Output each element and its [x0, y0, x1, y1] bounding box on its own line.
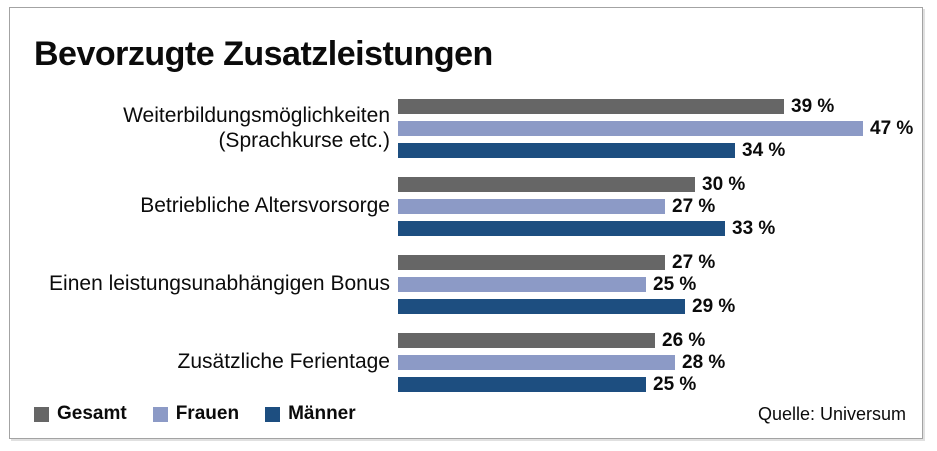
bar-gesamt	[398, 255, 665, 270]
bar-row: 27 %	[398, 196, 922, 217]
bar-maenner	[398, 143, 735, 158]
category-label-line: Zusätzliche Ferientage	[177, 350, 390, 374]
legend-item-gesamt: Gesamt	[34, 403, 127, 425]
bar-stack: 39 % 47 % 34 %	[398, 96, 922, 161]
bar-row: 27 %	[398, 252, 922, 273]
bar-row: 39 %	[398, 96, 922, 117]
bar-row: 25 %	[398, 374, 922, 395]
value-label: 27 %	[672, 251, 716, 273]
bar-group: Betriebliche Altersvorsorge 30 % 27 % 33 %	[10, 174, 922, 239]
bar-gesamt	[398, 177, 695, 192]
bar-gesamt	[398, 99, 784, 114]
value-label: 25 %	[653, 273, 697, 295]
bar-stack: 26 % 28 % 25 %	[398, 330, 922, 395]
bar-row: 33 %	[398, 218, 922, 239]
value-label: 27 %	[672, 195, 716, 217]
bar-maenner	[398, 221, 725, 236]
category-label: Einen leistungsunabhängigen Bonus	[10, 272, 398, 297]
bar-row: 47 %	[398, 118, 922, 139]
value-label: 26 %	[662, 329, 706, 351]
bar-group: Zusätzliche Ferientage 26 % 28 % 25 %	[10, 330, 922, 395]
bar-frauen	[398, 121, 863, 136]
bar-maenner	[398, 299, 685, 314]
value-label: 28 %	[682, 351, 726, 373]
value-label: 39 %	[791, 95, 835, 117]
category-label: Betriebliche Altersvorsorge	[10, 194, 398, 219]
legend-label: Frauen	[175, 403, 240, 424]
value-label: 33 %	[732, 217, 776, 239]
bar-group: Einen leistungsunabhängigen Bonus 27 % 25 …	[10, 252, 922, 317]
bar-stack: 27 % 25 % 29 %	[398, 252, 922, 317]
bar-row: 34 %	[398, 140, 922, 161]
bar-group: Weiterbildungsmöglichkeiten (Sprachkurse …	[10, 96, 922, 161]
category-label-line: Weiterbildungsmöglichkeiten	[123, 103, 390, 127]
legend-item-frauen: Frauen	[152, 403, 240, 425]
category-label: Zusätzliche Ferientage	[10, 350, 398, 375]
value-label: 25 %	[653, 373, 697, 395]
legend-swatch-gesamt	[34, 406, 49, 422]
value-label: 29 %	[692, 295, 736, 317]
legend-label: Männer	[288, 403, 356, 424]
bar-row: 30 %	[398, 174, 922, 195]
bar-row: 29 %	[398, 296, 922, 317]
legend: Gesamt Frauen Männer	[34, 403, 382, 425]
bar-row: 28 %	[398, 352, 922, 373]
chart-footer: Gesamt Frauen Männer Quelle: Universum	[34, 403, 906, 425]
legend-label: Gesamt	[57, 403, 127, 424]
value-label: 47 %	[870, 117, 914, 139]
bar-frauen	[398, 277, 646, 292]
legend-swatch-maenner	[265, 406, 281, 422]
chart-title: Bevorzugte Zusatzleistungen	[34, 35, 493, 73]
category-label-line: (Sprachkurse etc.)	[218, 128, 390, 152]
grouped-bar-chart: Weiterbildungsmöglichkeiten (Sprachkurse …	[10, 96, 922, 395]
bar-gesamt	[398, 333, 655, 348]
category-label-line: Einen leistungsunabhängigen Bonus	[49, 272, 390, 296]
chart-panel: Bevorzugte Zusatzleistungen Weiterbildun…	[9, 7, 923, 439]
category-label-line: Betriebliche Altersvorsorge	[140, 194, 390, 218]
bar-frauen	[398, 199, 665, 214]
category-label: Weiterbildungsmöglichkeiten (Sprachkurse …	[10, 104, 398, 154]
bar-row: 26 %	[398, 330, 922, 351]
bar-row: 25 %	[398, 274, 922, 295]
bar-stack: 30 % 27 % 33 %	[398, 174, 922, 239]
legend-item-maenner: Männer	[265, 403, 356, 425]
value-label: 34 %	[742, 139, 786, 161]
source-text: Quelle: Universum	[757, 403, 906, 424]
bar-frauen	[398, 355, 675, 370]
bar-maenner	[398, 377, 646, 392]
value-label: 30 %	[702, 173, 746, 195]
legend-swatch-frauen	[152, 406, 168, 422]
